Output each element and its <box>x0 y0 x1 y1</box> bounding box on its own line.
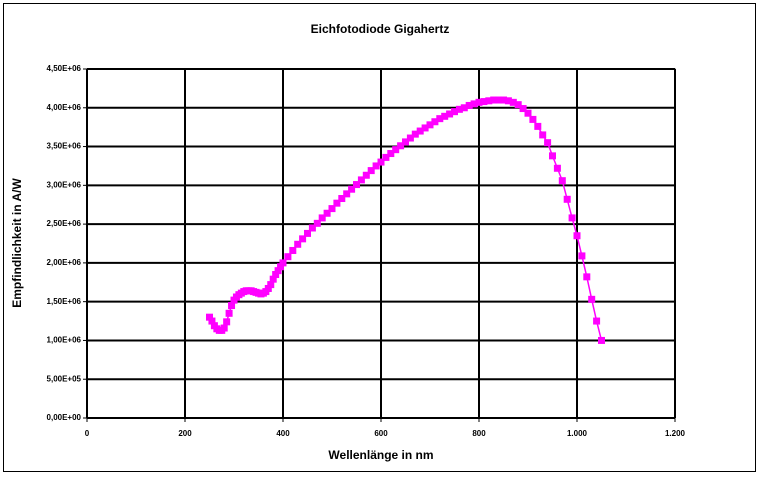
y-tick-label: 2,50E+06 <box>47 219 82 228</box>
data-marker <box>362 171 370 179</box>
data-marker <box>470 100 478 108</box>
data-marker <box>451 108 458 116</box>
data-marker <box>353 181 360 189</box>
data-marker <box>402 138 409 146</box>
data-marker <box>377 158 385 166</box>
data-marker <box>441 112 449 120</box>
data-marker <box>318 214 326 222</box>
data-marker <box>208 317 216 325</box>
data-marker <box>357 176 365 184</box>
x-axis-title: Wellenlänge in nm <box>328 448 433 462</box>
x-tick-label: 800 <box>472 429 486 438</box>
y-tick-label: 3,00E+06 <box>47 180 82 189</box>
data-marker <box>455 105 463 113</box>
data-marker <box>534 122 542 130</box>
x-tick-label: 1.200 <box>665 429 686 438</box>
data-marker <box>524 109 532 117</box>
data-marker <box>568 214 576 222</box>
data-marker <box>225 309 233 317</box>
data-marker <box>485 97 493 105</box>
x-tick-label: 400 <box>276 429 290 438</box>
y-tick-label: 0,00E+00 <box>47 413 82 422</box>
data-marker <box>223 318 231 326</box>
data-marker <box>228 302 236 310</box>
data-marker <box>367 167 375 175</box>
data-marker <box>436 115 444 123</box>
data-marker <box>284 253 292 261</box>
data-marker <box>411 130 419 138</box>
data-marker <box>578 252 586 260</box>
data-marker <box>392 146 400 154</box>
data-marker <box>277 263 285 271</box>
x-tick-label: 600 <box>374 429 388 438</box>
data-marker <box>598 336 605 344</box>
data-marker <box>558 177 566 185</box>
data-marker <box>299 235 307 243</box>
data-marker <box>343 190 351 198</box>
data-marker <box>206 313 213 321</box>
data-marker <box>593 317 601 325</box>
data-marker <box>328 205 336 213</box>
data-marker <box>272 271 280 279</box>
x-tick-label: 1.000 <box>567 429 588 438</box>
data-marker <box>267 281 275 289</box>
data-marker <box>338 195 346 203</box>
data-marker <box>323 209 331 217</box>
y-tick-label: 3,50E+06 <box>47 142 82 151</box>
chart-title: Eichfotodiode Gigahertz <box>311 22 450 36</box>
data-marker <box>382 153 390 161</box>
data-marker <box>426 121 434 129</box>
data-marker <box>304 229 311 237</box>
y-tick-label: 2,00E+06 <box>47 258 82 267</box>
data-marker <box>313 219 321 227</box>
data-marker <box>421 124 429 132</box>
data-marker <box>519 105 527 113</box>
data-marker <box>563 195 571 203</box>
data-marker <box>475 98 483 106</box>
data-marker <box>446 110 454 118</box>
data-marker <box>490 96 498 104</box>
data-marker <box>529 115 537 123</box>
data-marker <box>573 232 581 240</box>
data-marker <box>583 273 591 281</box>
data-marker <box>387 150 395 158</box>
y-tick-label: 4,50E+06 <box>47 64 82 73</box>
data-marker <box>544 139 552 147</box>
y-tick-label: 1,00E+06 <box>47 336 82 345</box>
x-tick-label: 200 <box>178 429 192 438</box>
data-marker <box>549 152 556 160</box>
data-marker <box>372 162 380 170</box>
data-marker <box>289 246 297 254</box>
data-marker <box>514 101 522 109</box>
data-marker <box>460 104 468 112</box>
data-marker <box>504 97 512 105</box>
y-tick-label: 1,50E+06 <box>47 297 82 306</box>
data-marker <box>406 134 414 142</box>
data-marker <box>308 224 316 232</box>
y-axis-title: Empfindlichkeit in A/W <box>10 178 24 308</box>
data-marker <box>509 98 517 106</box>
data-marker <box>294 240 302 248</box>
data-marker <box>269 275 277 283</box>
data-marker <box>397 142 405 150</box>
data-marker <box>553 164 561 172</box>
data-marker <box>495 96 503 104</box>
data-marker <box>274 267 282 275</box>
data-marker <box>431 118 439 126</box>
y-tick-label: 5,00E+05 <box>47 374 82 383</box>
data-marker <box>539 131 547 139</box>
data-marker <box>416 127 424 135</box>
data-marker <box>480 98 488 106</box>
data-marker <box>333 199 341 207</box>
data-marker <box>348 185 356 193</box>
data-marker <box>500 96 507 104</box>
data-marker <box>588 295 596 303</box>
y-tick-label: 4,00E+06 <box>47 103 82 112</box>
data-marker <box>465 101 473 109</box>
x-tick-label: 0 <box>85 429 90 438</box>
data-marker <box>279 259 287 267</box>
data-marker <box>220 324 228 332</box>
data-marker <box>264 284 272 292</box>
